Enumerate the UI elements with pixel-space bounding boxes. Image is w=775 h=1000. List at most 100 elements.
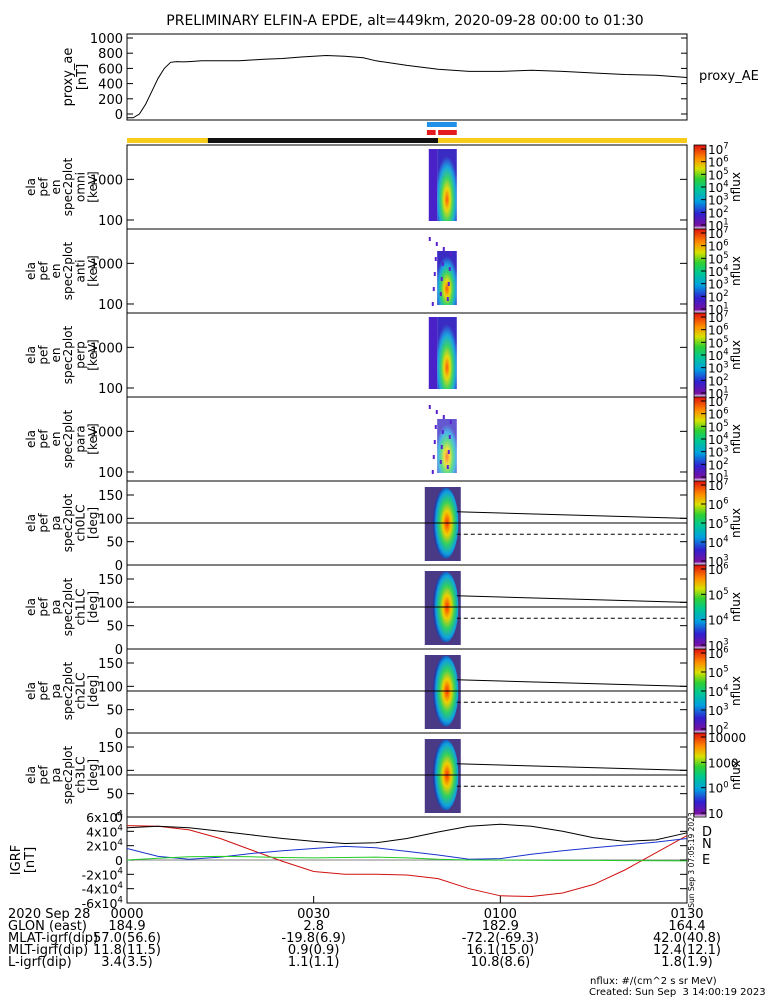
colorbar-tick-label: 10 <box>708 807 723 821</box>
panel-anti: 1001000elapefenspec2plotanti[keV]1011021… <box>24 225 743 317</box>
spectrogram-speckle <box>433 440 436 444</box>
colorbar-label: nflux <box>729 508 743 538</box>
spectrogram-speckle <box>439 460 442 464</box>
spectrogram-speckle <box>434 425 437 429</box>
colorbar-tick-label: 105 <box>708 515 729 531</box>
colorbar-tick-label: 101 <box>708 469 729 485</box>
colorbar-tick-label: 105 <box>708 166 729 182</box>
panel-ch1LC: 050100150elapefpaspec2plotch1LC[deg]1031… <box>24 561 743 658</box>
spectrogram-speckle <box>448 267 451 271</box>
ytick-label: 0 <box>115 643 123 658</box>
ytick-label: 150 <box>98 657 123 672</box>
panel-ylabel: elapefpaspec2plotch2LC[deg] <box>24 661 100 720</box>
panel-omni: 1001000elapefenspec2plotomni[keV]1011021… <box>24 141 743 233</box>
colorbar-tick-label: 107 <box>708 477 729 493</box>
spectrogram-speckle <box>442 415 445 419</box>
panel-ch2LC: 050100150elapefpaspec2plotch2LC[deg]1021… <box>24 645 743 742</box>
spectrogram-speckle <box>446 297 449 301</box>
colorbar-tick-label: 101 <box>708 301 729 317</box>
spectrogram-low-strip <box>428 317 438 389</box>
proxy-ae-ytick-label: 200 <box>98 93 123 108</box>
panel-frame <box>126 312 688 398</box>
spectrogram-speckle <box>449 252 452 256</box>
ephemeris-value: -19.8(6.9) <box>281 931 345 946</box>
igrf-legend-D: D <box>702 825 712 840</box>
spectrogram-speckle <box>428 237 431 241</box>
ytick-label: 1000 <box>90 341 123 356</box>
colorbar-tick-label: 102 <box>708 204 729 220</box>
colorbar-tick-label: 106 <box>708 405 729 421</box>
ytick-label: 100 <box>98 466 123 481</box>
ytick-label: 100 <box>98 382 123 397</box>
colorbar-tick-label: 104 <box>708 347 729 363</box>
xaxis-date: 2020 Sep 28 <box>8 907 90 922</box>
xaxis-tick-label: 0000 <box>110 907 143 922</box>
spectrogram-speckle <box>435 242 438 246</box>
colorbar-tick-label: 103 <box>708 275 729 291</box>
science-zone-bar <box>438 130 457 135</box>
ytick-label: 1000 <box>90 173 123 188</box>
colorbar <box>693 732 707 818</box>
colorbar-tick-label: 104 <box>708 683 729 699</box>
spectrogram-speckle <box>440 277 443 281</box>
ephemeris-value: 184.9 <box>108 919 145 934</box>
colorbar-tick-label: 103 <box>708 702 729 718</box>
orbit-bar <box>207 138 439 143</box>
proxy-ae-ytick-label: 0 <box>115 108 123 123</box>
ephemeris-value: 1.1(1.1) <box>288 955 340 970</box>
proxy-ae-ytick-label: 800 <box>98 47 123 62</box>
igrf-series-E <box>126 855 688 862</box>
ephemeris-value: 12.4(12.1) <box>653 943 721 958</box>
science-zone-bar <box>426 130 436 135</box>
ytick-label: 100 <box>98 596 123 611</box>
spectrogram-speckle <box>434 257 437 261</box>
spectrogram-speckle <box>439 292 442 296</box>
xaxis-tick-label: 0130 <box>670 907 703 922</box>
spectrogram-speckle <box>448 435 451 439</box>
colorbar-tick-label: 105 <box>708 586 729 602</box>
colorbar-tick-label: 102 <box>708 372 729 388</box>
loss-cone-line <box>456 595 688 603</box>
colorbar-tick-label: 101 <box>708 217 729 233</box>
colorbar-label: nflux <box>729 592 743 622</box>
colorbar-tick-label: 107 <box>708 141 729 157</box>
spectrogram-speckle <box>441 430 444 434</box>
ephemeris-value: 0.9(0.9) <box>288 943 340 958</box>
spectrogram-speckle <box>431 302 434 306</box>
ephemeris-row-label: MLT-igrf(dip) <box>8 943 88 958</box>
ytick-label: 100 <box>98 214 123 229</box>
ytick-label: 50 <box>106 620 123 635</box>
colorbar-tick-label: 104 <box>708 611 729 627</box>
ephemeris-value: 42.0(40.8) <box>653 931 721 946</box>
ytick-label: 100 <box>98 298 123 313</box>
ephemeris-value: 16.1(15.0) <box>466 943 534 958</box>
colorbar-tick-label: 106 <box>708 561 729 577</box>
ephemeris-value: 164.4 <box>668 919 705 934</box>
colorbar-tick-label: 106 <box>708 321 729 337</box>
igrf-ylabel: IGRF[nT] <box>9 845 38 875</box>
spectrogram-speckle <box>447 282 450 286</box>
ytick-label: 1000 <box>90 425 123 440</box>
colorbar-tick-label: 107 <box>708 393 729 409</box>
spectrogram-low-strip <box>428 149 438 221</box>
ephemeris-value: 182.9 <box>482 919 519 934</box>
spectrogram-speckle <box>428 405 431 409</box>
ytick-label: 50 <box>106 788 123 803</box>
status-bars <box>127 122 687 143</box>
ytick-label: 1000 <box>90 257 123 272</box>
colorbar-tick-label: 106 <box>708 237 729 253</box>
igrf-side-text: Sun Sep 3 07:05:19 2023 <box>687 812 696 908</box>
footer-units: nflux: #/(cm^2 s sr MeV) <box>590 976 717 987</box>
panel-ylabel: elapefpaspec2plotch3LC[deg] <box>24 745 100 804</box>
ephemeris-value: -72.2(-69.3) <box>462 931 539 946</box>
spectrogram-speckle <box>442 247 445 251</box>
igrf-ytick-label: -2x104 <box>82 867 124 883</box>
spectrogram-speckle <box>441 262 444 266</box>
colorbar-tick-label: 105 <box>708 334 729 350</box>
ytick-label: 100 <box>98 764 123 779</box>
colorbar-tick-label: 103 <box>708 637 729 653</box>
ephemeris-row-label: L-igrf(dip) <box>8 955 72 970</box>
